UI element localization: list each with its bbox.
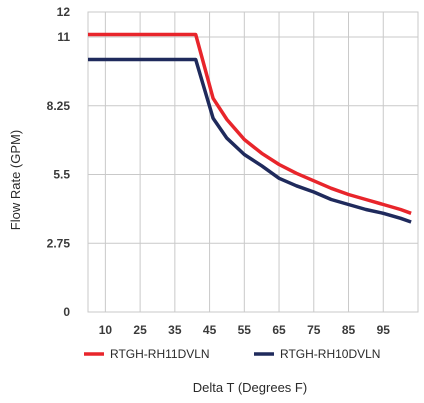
x-tick-label: 55 xyxy=(238,323,252,337)
x-axis-ticks: 10 25 35 45 55 65 75 85 95 xyxy=(99,323,391,337)
plot-area xyxy=(87,11,419,313)
y-axis-label: Flow Rate (GPM) xyxy=(8,130,23,230)
x-tick-label: 10 xyxy=(99,323,113,337)
x-tick-label: 65 xyxy=(272,323,286,337)
x-axis-label: Delta T (Degrees F) xyxy=(193,380,307,395)
plot-frame xyxy=(87,11,419,313)
y-tick-label: 2.75 xyxy=(47,236,71,250)
y-tick-label: 11 xyxy=(57,30,70,44)
chart-legend: RTGH-RH11DVLN RTGH-RH10DVLN xyxy=(84,347,380,361)
series-line-rtgh-rh11dvln xyxy=(88,32,412,215)
x-tick-label: 75 xyxy=(307,323,321,337)
legend-label: RTGH-RH10DVLN xyxy=(280,347,380,361)
chart-series xyxy=(88,32,412,224)
legend-label: RTGH-RH11DVLN xyxy=(110,347,210,361)
y-tick-label: 5.5 xyxy=(53,168,70,182)
y-tick-label: 12 xyxy=(57,5,71,19)
x-tick-label: 45 xyxy=(203,323,217,337)
x-tick-label: 95 xyxy=(377,323,391,337)
x-tick-label: 85 xyxy=(342,323,356,337)
y-axis-ticks: 0 2.75 5.5 8.25 11 12 xyxy=(47,5,71,319)
x-tick-label: 25 xyxy=(133,323,147,337)
y-tick-label: 8.25 xyxy=(47,99,71,113)
y-tick-label: 0 xyxy=(63,305,70,319)
x-tick-label: 35 xyxy=(168,323,182,337)
series-line-rtgh-rh10dvln xyxy=(88,57,412,224)
